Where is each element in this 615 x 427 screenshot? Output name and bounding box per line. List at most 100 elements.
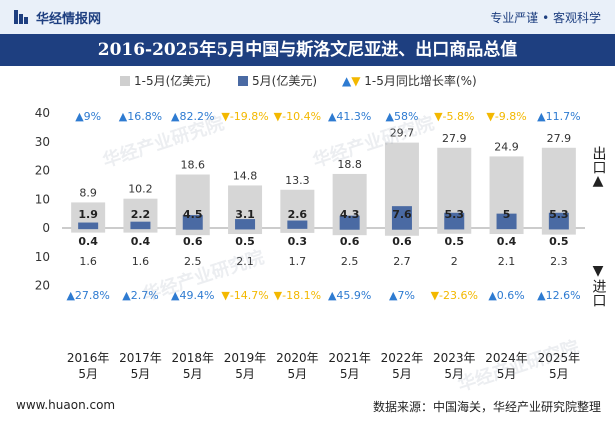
x-tick-label: 2025年 5月 bbox=[538, 351, 581, 381]
y-tick-label: 10 bbox=[35, 192, 50, 206]
x-tick-label: 2024年 5月 bbox=[485, 351, 528, 381]
import-month-bar bbox=[444, 228, 465, 230]
export-month-label: 3.1 bbox=[235, 208, 255, 221]
import-month-bar bbox=[130, 228, 151, 230]
import-ytd-label: 2.5 bbox=[341, 255, 359, 268]
x-tick-label: 2022年 5月 bbox=[381, 351, 424, 381]
import-growth-up-label: ▲45.9% bbox=[328, 289, 371, 302]
legend-growth: ▲▼ 1-5月同比增长率(%) bbox=[342, 72, 477, 90]
import-arrow-icon: ▼ bbox=[592, 263, 604, 279]
export-ytd-label: 14.8 bbox=[233, 169, 258, 182]
import-month-label: 0.6 bbox=[340, 235, 360, 248]
export-ytd-label: 24.9 bbox=[494, 140, 519, 153]
import-month-bar bbox=[339, 228, 360, 230]
import-ytd-bar bbox=[71, 228, 106, 233]
import-ytd-label: 1.6 bbox=[79, 255, 97, 268]
export-month-label: 5 bbox=[503, 208, 511, 221]
import-ytd-bar bbox=[384, 228, 419, 236]
export-growth-down-label: ▼-9.8% bbox=[486, 110, 526, 123]
export-side-label: 出口 ▲ bbox=[590, 146, 607, 189]
import-ytd-label: 2.5 bbox=[184, 255, 202, 268]
legend-month-label: 5月(亿美元) bbox=[252, 74, 317, 88]
import-ytd-bar bbox=[123, 228, 158, 233]
import-ytd-bar bbox=[437, 228, 472, 234]
export-month-bar bbox=[78, 222, 99, 228]
import-month-bar bbox=[496, 228, 517, 230]
import-ytd-bar bbox=[489, 228, 524, 235]
import-growth-down-label: ▼-14.7% bbox=[221, 289, 268, 302]
export-month-label: 5.3 bbox=[445, 208, 465, 221]
title-bar: 2016-2025年5月中国与斯洛文尼亚进、出口商品总值 bbox=[0, 34, 615, 66]
import-month-bar bbox=[287, 228, 308, 229]
x-tick-label: 2021年 5月 bbox=[328, 351, 371, 381]
export-ytd-label: 27.9 bbox=[547, 132, 572, 145]
footer-website: www.huaon.com bbox=[16, 398, 116, 412]
import-ytd-bar bbox=[332, 228, 367, 236]
export-month-bar bbox=[130, 221, 151, 228]
export-month-label: 4.3 bbox=[340, 208, 360, 221]
export-growth-up-label: ▲11.7% bbox=[537, 110, 580, 123]
export-growth-down-label: ▼-5.8% bbox=[434, 110, 474, 123]
export-month-label: 5.3 bbox=[549, 208, 569, 221]
export-growth-up-label: ▲9% bbox=[75, 110, 101, 123]
export-ytd-label: 13.3 bbox=[285, 174, 310, 187]
y-tick-label: 20 bbox=[35, 279, 50, 293]
import-growth-up-label: ▲49.4% bbox=[171, 289, 214, 302]
import-ytd-label: 2 bbox=[451, 255, 458, 268]
export-growth-up-label: ▲82.2% bbox=[171, 110, 214, 123]
export-label: 出口 bbox=[590, 146, 607, 174]
import-ytd-label: 1.6 bbox=[132, 255, 150, 268]
export-month-bar bbox=[235, 219, 256, 228]
down-triangle-icon: ▼ bbox=[351, 74, 361, 88]
import-month-label: 0.5 bbox=[235, 235, 255, 248]
export-ytd-label: 18.8 bbox=[337, 158, 362, 171]
export-month-bar bbox=[339, 215, 360, 228]
export-month-bar bbox=[182, 215, 203, 228]
import-side-label: ▼ 进口 bbox=[590, 263, 607, 308]
import-growth-up-label: ▲7% bbox=[389, 289, 415, 302]
export-ytd-label: 8.9 bbox=[79, 186, 97, 199]
legend-ytd-label: 1-5月(亿美元) bbox=[134, 74, 211, 88]
export-ytd-label: 27.9 bbox=[442, 132, 467, 145]
chart-title: 2016-2025年5月中国与斯洛文尼亚进、出口商品总值 bbox=[97, 40, 518, 60]
y-tick-label: 30 bbox=[35, 135, 50, 149]
legend-ytd-swatch bbox=[120, 76, 130, 86]
legend-ytd: 1-5月(亿美元) bbox=[120, 72, 211, 90]
export-growth-up-label: ▲41.3% bbox=[328, 110, 371, 123]
import-ytd-bar bbox=[175, 228, 210, 236]
logo-icon bbox=[14, 10, 28, 24]
import-ytd-label: 2.1 bbox=[236, 255, 254, 268]
x-tick-label: 2018年 5月 bbox=[171, 351, 214, 381]
legend-growth-label: 1-5月同比增长率(%) bbox=[364, 74, 477, 88]
import-ytd-label: 2.3 bbox=[550, 255, 568, 268]
import-month-label: 0.4 bbox=[131, 235, 151, 248]
legend-month-swatch bbox=[238, 76, 248, 86]
import-ytd-bar bbox=[280, 228, 315, 233]
top-bar: 华经情报网 专业严谨 • 客观科学 bbox=[0, 0, 615, 34]
y-tick-label: 40 bbox=[35, 106, 50, 120]
import-growth-down-label: ▼-23.6% bbox=[431, 289, 478, 302]
import-growth-up-label: ▲0.6% bbox=[488, 289, 524, 302]
export-growth-down-label: ▼-19.8% bbox=[221, 110, 268, 123]
export-month-bar bbox=[444, 212, 465, 228]
import-month-label: 0.3 bbox=[288, 235, 308, 248]
import-month-bar bbox=[182, 228, 203, 230]
export-arrow-icon: ▲ bbox=[592, 173, 604, 189]
export-ytd-label: 18.6 bbox=[181, 159, 206, 172]
import-ytd-bar bbox=[228, 228, 263, 235]
x-tick-label: 2016年 5月 bbox=[67, 351, 110, 381]
export-month-bar bbox=[287, 220, 308, 228]
import-ytd-label: 1.7 bbox=[289, 255, 307, 268]
brand-name: 华经情报网 bbox=[36, 12, 102, 27]
x-tick-label: 2020年 5月 bbox=[276, 351, 319, 381]
export-month-bar bbox=[496, 213, 517, 228]
export-month-label: 2.6 bbox=[288, 208, 308, 221]
import-growth-up-label: ▲12.6% bbox=[537, 289, 580, 302]
export-growth-up-label: ▲16.8% bbox=[119, 110, 162, 123]
up-triangle-icon: ▲ bbox=[342, 74, 352, 88]
import-month-label: 0.4 bbox=[497, 235, 517, 248]
import-month-bar bbox=[78, 228, 99, 230]
slogan: 专业严谨 • 客观科学 bbox=[490, 11, 601, 25]
y-tick-label: 20 bbox=[35, 164, 50, 178]
